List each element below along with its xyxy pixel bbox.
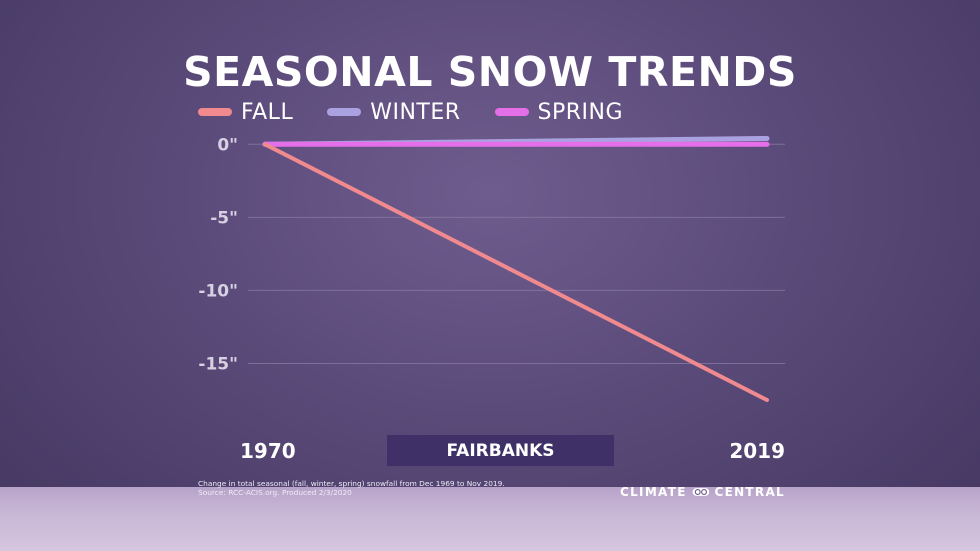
- snow-ground-decoration: [0, 487, 980, 551]
- y-tick-label: -10": [198, 281, 238, 301]
- legend-item-winter: WINTER: [327, 100, 460, 125]
- legend-swatch-fall: [198, 108, 232, 116]
- location-label: FAIRBANKS: [387, 435, 614, 466]
- series-line-fall: [263, 142, 769, 402]
- chart-legend: FALL WINTER SPRING: [198, 98, 657, 126]
- y-tick-label: 0": [217, 135, 238, 155]
- legend-swatch-spring: [494, 108, 529, 116]
- brand-text-right: CENTRAL: [714, 485, 785, 499]
- footnote-description: Change in total seasonal (fall, winter, …: [198, 479, 505, 488]
- x-tick-label-end: 2019: [729, 439, 785, 463]
- y-tick-label: -5": [210, 208, 238, 228]
- x-tick-label-start: 1970: [240, 439, 296, 463]
- climate-central-logo-icon: [692, 488, 709, 496]
- brand-text-left: CLIMATE: [620, 485, 687, 499]
- legend-label-winter: WINTER: [370, 99, 461, 125]
- legend-label-spring: SPRING: [537, 99, 624, 125]
- chart-footnote: Change in total seasonal (fall, winter, …: [198, 479, 578, 497]
- climate-central-logo: CLIMATE CENTRAL: [620, 483, 785, 501]
- legend-swatch-winter: [327, 108, 362, 116]
- footnote-source: Source: RCC-ACIS.org. Produced 2/3/2020: [198, 488, 352, 497]
- chart-title: SEASONAL SNOW TRENDS: [183, 48, 797, 96]
- legend-label-fall: FALL: [241, 99, 294, 125]
- legend-item-spring: SPRING: [494, 99, 624, 125]
- legend-item-fall: FALL: [198, 100, 293, 125]
- y-tick-label: -15": [198, 354, 238, 374]
